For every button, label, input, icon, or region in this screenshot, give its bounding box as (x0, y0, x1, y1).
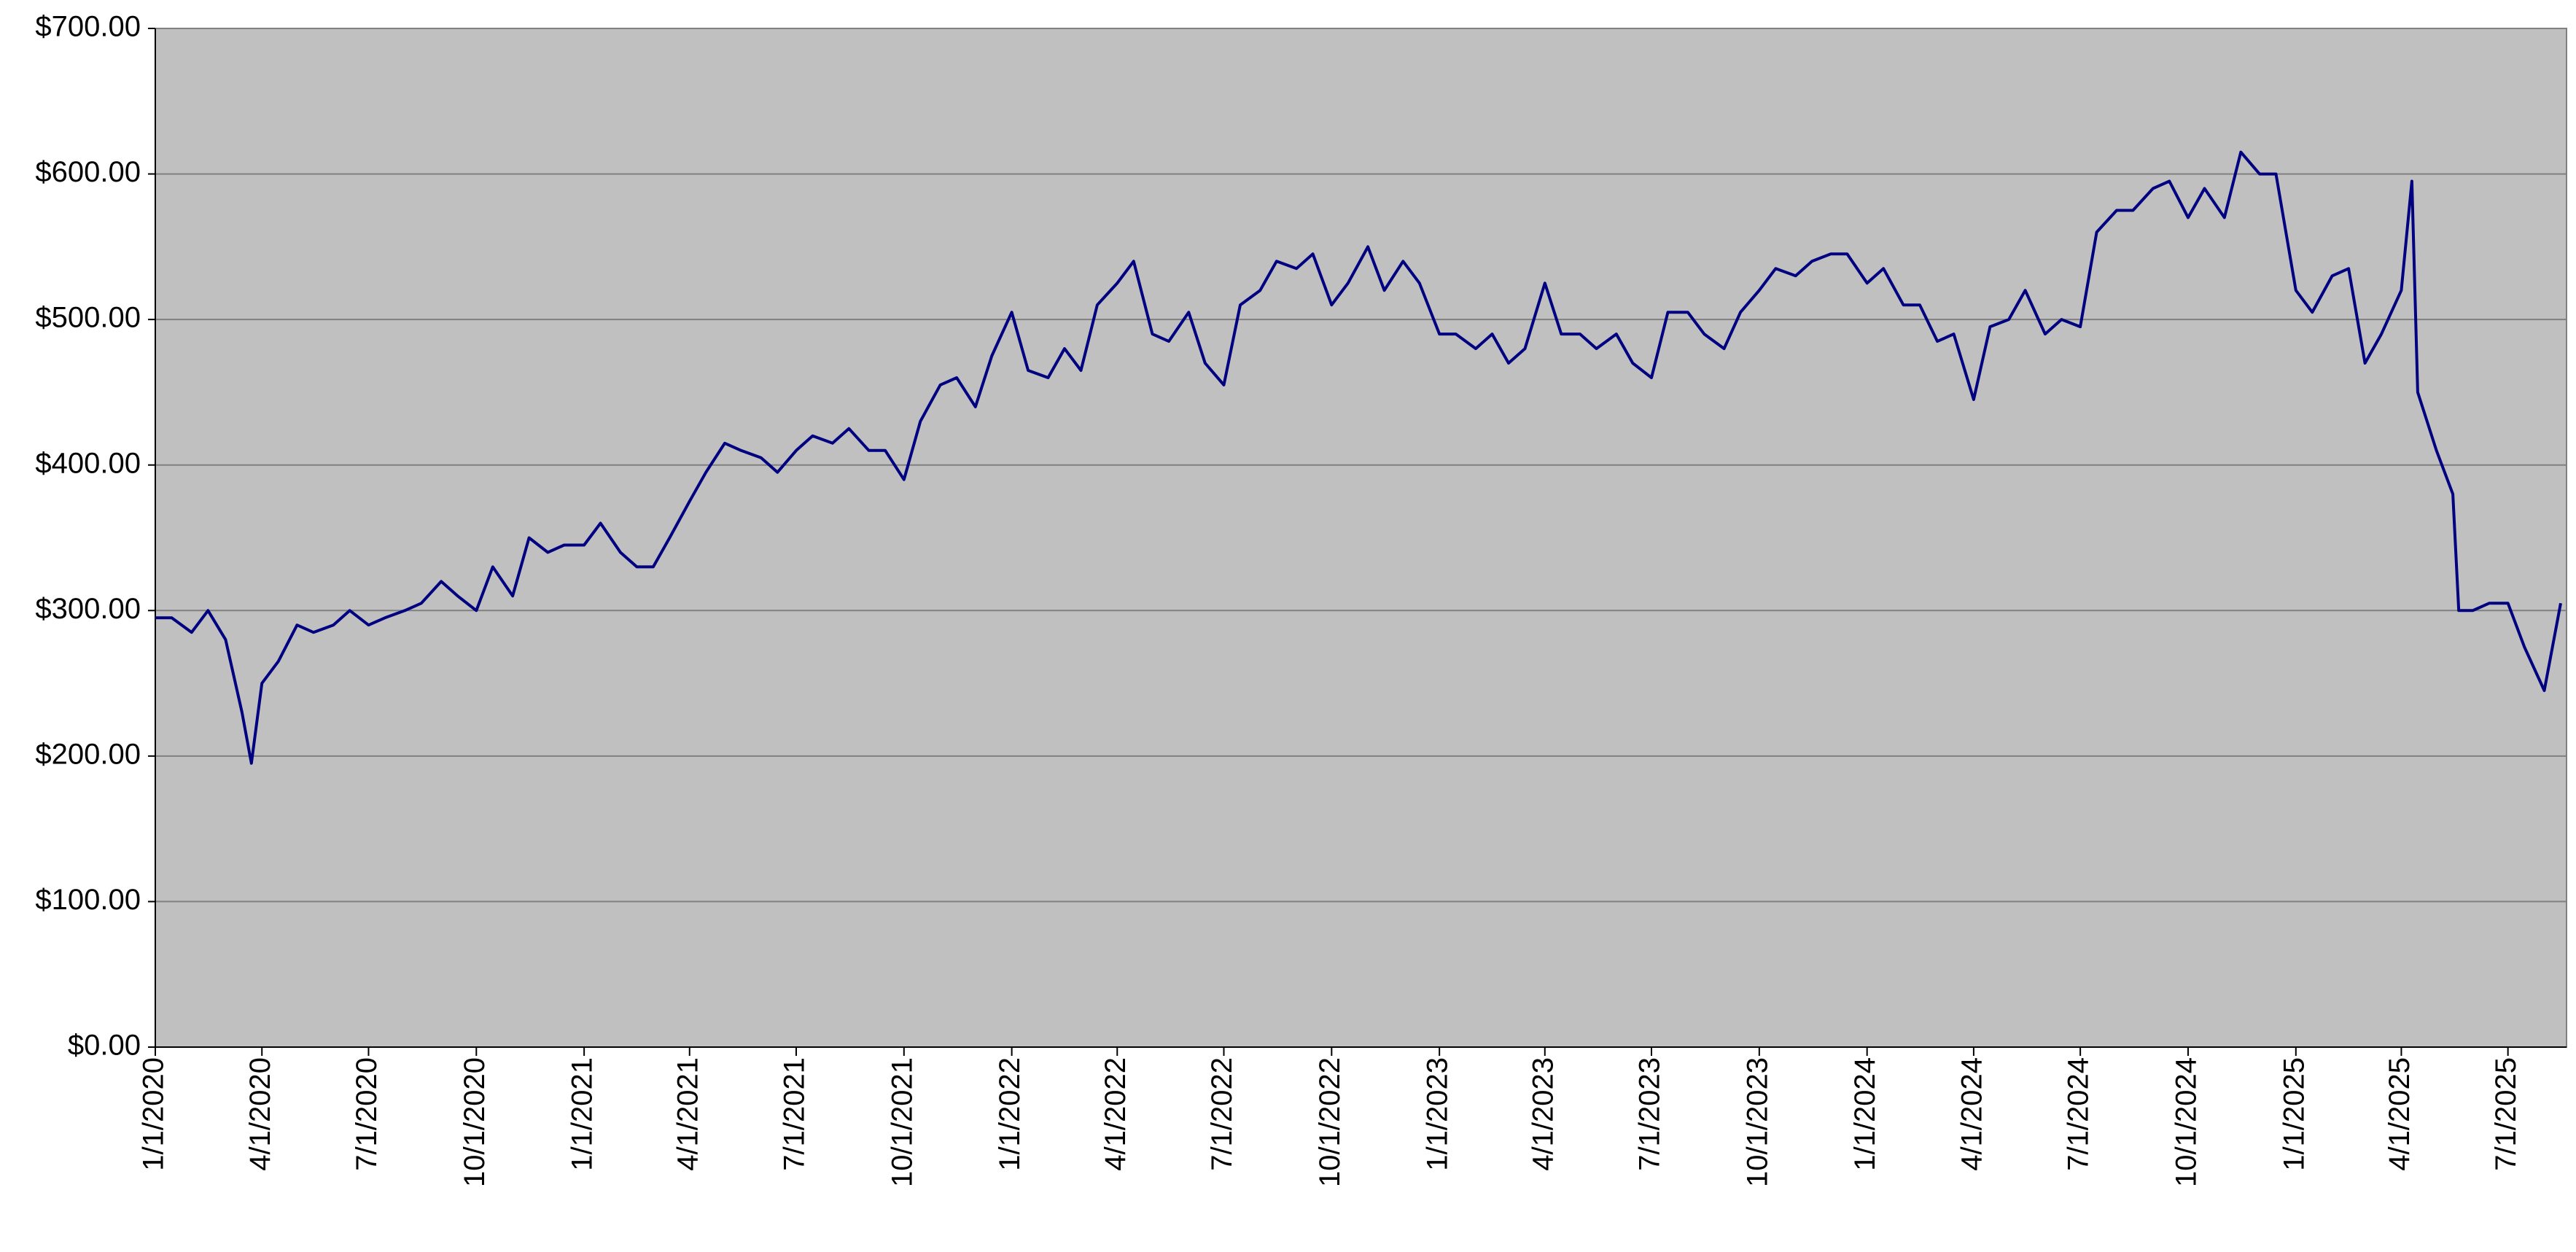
x-tick-label: 10/1/2024 (2171, 1057, 2203, 1187)
y-tick-label: $600.00 (35, 156, 141, 188)
y-tick-label: $400.00 (35, 447, 141, 479)
x-tick-label: 4/1/2020 (244, 1057, 276, 1171)
x-tick-label: 10/1/2020 (459, 1057, 491, 1187)
y-tick-label: $700.00 (35, 11, 141, 43)
x-tick-label: 7/1/2023 (1634, 1057, 1666, 1171)
x-tick-label: 4/1/2022 (1100, 1057, 1132, 1171)
price-line (155, 150, 2562, 765)
y-tick-label: $0.00 (68, 1030, 141, 1062)
x-tick-label: 1/1/2020 (138, 1057, 170, 1171)
x-tick-label: 10/1/2023 (1741, 1057, 1773, 1187)
y-tick-label: $100.00 (35, 884, 141, 916)
y-tick-label: $300.00 (35, 593, 141, 625)
x-tick-label: 1/1/2022 (994, 1057, 1026, 1171)
x-tick-label: 4/1/2023 (1527, 1057, 1559, 1171)
x-tick-label: 7/1/2021 (779, 1057, 811, 1171)
x-tick-label: 10/1/2021 (886, 1057, 918, 1187)
y-tick-label: $500.00 (35, 302, 141, 334)
x-tick-label: 4/1/2025 (2384, 1057, 2416, 1171)
x-tick-label: 1/1/2021 (567, 1057, 599, 1171)
x-tick-label: 7/1/2022 (1206, 1057, 1238, 1171)
x-tick-label: 10/1/2022 (1314, 1057, 1346, 1187)
x-tick-label: 1/1/2023 (1422, 1057, 1454, 1171)
x-tick-label: 1/1/2024 (1849, 1057, 1881, 1171)
x-tick-label: 4/1/2024 (1956, 1057, 1988, 1171)
x-tick-label: 7/1/2025 (2490, 1057, 2522, 1171)
x-tick-label: 1/1/2025 (2278, 1057, 2310, 1171)
x-tick-label: 7/1/2024 (2063, 1057, 2095, 1171)
y-tick-label: $200.00 (35, 738, 141, 770)
plot-area (155, 28, 2567, 1048)
x-tick-label: 7/1/2020 (351, 1057, 383, 1171)
x-tick-label: 4/1/2021 (672, 1057, 704, 1171)
